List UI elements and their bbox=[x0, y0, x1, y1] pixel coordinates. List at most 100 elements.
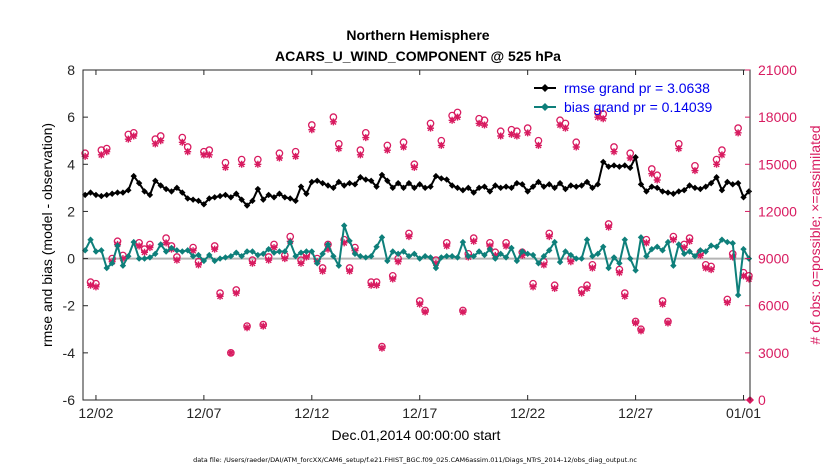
bias-point bbox=[470, 253, 477, 260]
bias-point bbox=[567, 251, 575, 259]
bias-point bbox=[367, 253, 375, 260]
bias-point bbox=[632, 267, 639, 274]
obs-assimilated-point bbox=[470, 237, 478, 245]
obs-assimilated-point bbox=[335, 145, 343, 153]
obs-assimilated-point bbox=[410, 163, 418, 171]
rmse-point bbox=[448, 182, 456, 189]
bias-point bbox=[481, 251, 488, 259]
rmse-point bbox=[340, 182, 348, 189]
obs-assimilated-point bbox=[421, 308, 429, 316]
rmse-point bbox=[200, 201, 208, 208]
rmse-point bbox=[168, 188, 175, 195]
y2-tick-label: 6000 bbox=[758, 298, 789, 314]
bias-point bbox=[400, 248, 407, 255]
obs-assimilated-point bbox=[356, 151, 364, 159]
obs-assimilated-point bbox=[135, 242, 143, 250]
obs-assimilated-point bbox=[696, 251, 704, 259]
bias-point bbox=[184, 247, 191, 254]
plot-area bbox=[83, 70, 750, 400]
y-tick-label: 8 bbox=[67, 62, 75, 78]
rmse-line bbox=[84, 154, 750, 207]
obs-assimilated-point bbox=[588, 264, 596, 272]
bias-point bbox=[281, 248, 289, 255]
bias-point bbox=[157, 241, 164, 248]
obs-assimilated-point bbox=[157, 137, 165, 145]
bias-point bbox=[233, 249, 240, 256]
plot-frame bbox=[82, 69, 751, 401]
bias-point bbox=[319, 250, 326, 258]
rmse-point bbox=[270, 194, 278, 201]
bias-point bbox=[589, 253, 596, 260]
rmse-point bbox=[432, 172, 440, 180]
bias-point bbox=[486, 245, 494, 253]
rmse-point bbox=[92, 191, 100, 199]
bias-point bbox=[583, 236, 591, 243]
bias-point bbox=[626, 255, 634, 262]
legend-rmse-text: rmse grand pr = 3.0638 bbox=[564, 80, 710, 96]
obs-assimilated-point bbox=[221, 163, 229, 171]
rmse-point bbox=[718, 187, 726, 194]
rmse-point bbox=[567, 182, 575, 189]
rmse-point bbox=[130, 172, 137, 180]
bias-point bbox=[502, 254, 510, 261]
x-axis-label: Dec.01,2014 00:00:00 start bbox=[332, 427, 501, 443]
bias-point bbox=[556, 258, 564, 266]
y-axis-ticks: -6 -4 -2 0 2 4 6 8 bbox=[63, 62, 88, 408]
bias-point bbox=[707, 242, 715, 249]
bias-point bbox=[600, 243, 607, 250]
obs-assimilated-point bbox=[324, 245, 332, 253]
rmse-point bbox=[303, 190, 310, 197]
bias-point bbox=[653, 243, 661, 250]
bias-point bbox=[702, 248, 709, 255]
rmse-point bbox=[260, 196, 267, 203]
rmse-point bbox=[254, 185, 262, 193]
rmse-point bbox=[724, 178, 731, 186]
y2-tick-label: 15000 bbox=[758, 156, 797, 172]
obs-assimilated-point bbox=[524, 129, 532, 137]
rmse-point bbox=[373, 183, 380, 190]
rmse-point bbox=[524, 188, 531, 195]
bias-point bbox=[394, 250, 402, 258]
rmse-point bbox=[486, 188, 494, 195]
rmse-point bbox=[276, 190, 283, 197]
bias-point bbox=[529, 251, 537, 259]
bias-point bbox=[297, 249, 305, 256]
bias-point bbox=[200, 257, 208, 265]
bias-point bbox=[216, 255, 224, 262]
chart-subtitle: ACARS_U_WIND_COMPONENT @ 525 hPa bbox=[275, 48, 561, 64]
bias-point bbox=[254, 251, 262, 259]
legend-rmse-marker bbox=[541, 84, 549, 92]
bias-point bbox=[427, 254, 434, 261]
obs-assimilated-point bbox=[130, 132, 138, 140]
bias-point bbox=[664, 238, 672, 246]
rmse-point bbox=[686, 182, 693, 189]
obs-assimilated-point bbox=[637, 327, 645, 335]
obs-assimilated-point bbox=[459, 308, 467, 316]
rmse-point bbox=[292, 197, 299, 205]
obs-assimilated-point bbox=[427, 124, 435, 132]
y-tick-label: -2 bbox=[63, 298, 76, 314]
obs-assimilated-point bbox=[599, 115, 607, 123]
obs-assimilated-point bbox=[319, 267, 327, 275]
bias-point bbox=[621, 236, 629, 243]
bias-point bbox=[195, 251, 202, 259]
obs-assimilated-point bbox=[243, 324, 251, 332]
bias-point bbox=[691, 253, 699, 260]
rmse-point bbox=[157, 182, 164, 189]
obs-assimilated-point bbox=[572, 143, 580, 151]
rmse-point bbox=[470, 189, 477, 196]
obs-assimilated-point bbox=[621, 292, 629, 300]
x-tick-label: 12/22 bbox=[510, 405, 545, 421]
y-tick-label: -4 bbox=[63, 345, 76, 361]
rmse-point bbox=[529, 183, 537, 190]
rmse-point bbox=[626, 164, 634, 172]
bias-point bbox=[734, 291, 742, 299]
bias-point bbox=[432, 264, 440, 272]
obs-assimilated-point bbox=[507, 130, 515, 138]
obs-assimilated-point bbox=[691, 167, 699, 175]
obs-assimilated-point bbox=[626, 154, 634, 162]
rmse-point bbox=[616, 163, 623, 170]
rmse-point bbox=[546, 181, 553, 188]
obs-assimilated-point bbox=[702, 264, 710, 272]
rmse-point bbox=[346, 179, 353, 187]
